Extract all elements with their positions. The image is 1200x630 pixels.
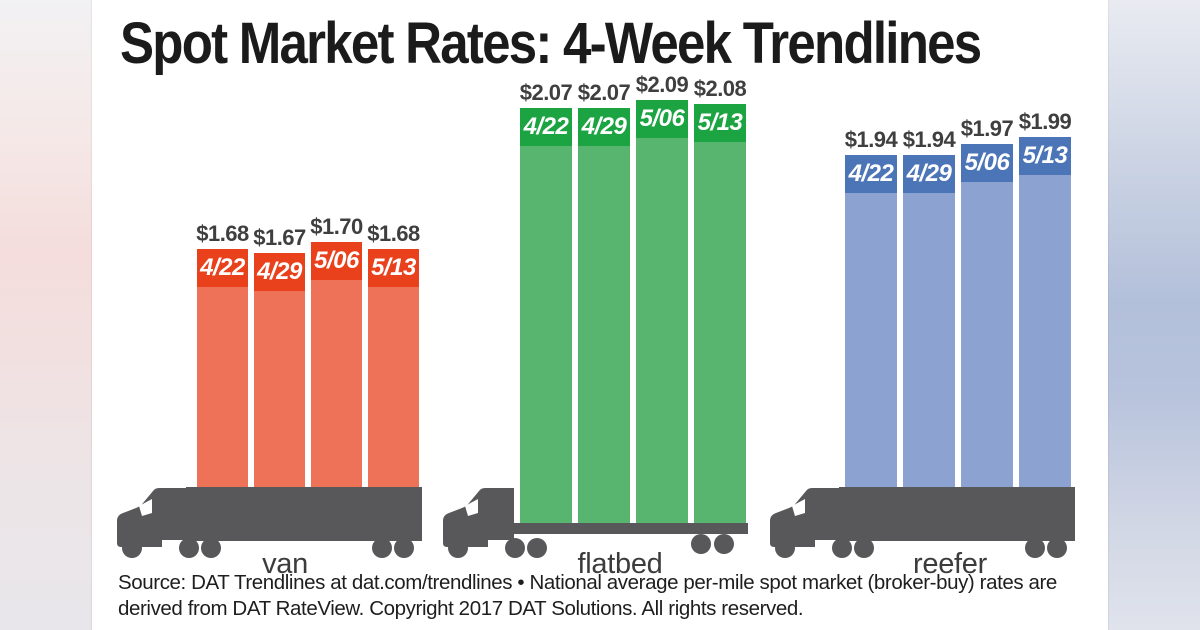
bar-reefer-4-29: 4/29	[903, 154, 955, 495]
bar-van-5-06: 5/06	[311, 241, 362, 495]
bar-value-label: $2.07	[577, 79, 631, 105]
bar-value-label: $1.97	[960, 115, 1014, 141]
category-label-reefer: reefer	[913, 548, 987, 580]
bar-date-label: 5/13	[697, 109, 743, 136]
chart-title: Spot Market Rates: 4-Week Trendlines	[120, 11, 982, 76]
bar-cap: 4/29	[254, 252, 305, 291]
source-line-1: Source: DAT Trendlines at dat.com/trendl…	[118, 571, 1057, 594]
bar-date-label: 4/22	[200, 253, 245, 281]
bar-date-label: 4/29	[581, 112, 627, 140]
bar-cap: 5/06	[961, 143, 1013, 182]
bar-date-label: 5/06	[964, 148, 1010, 176]
bar-cap: 5/06	[311, 241, 362, 280]
bar-value-label: $1.70	[310, 213, 363, 239]
bar-value-label: $1.68	[196, 220, 249, 246]
bar-date-label: 5/13	[1022, 141, 1068, 169]
bar-value-label: $1.99	[1018, 108, 1072, 134]
bar-cap: 4/29	[578, 107, 630, 146]
category-label-van: van	[262, 548, 308, 580]
category-label-flatbed: flatbed	[577, 548, 663, 580]
bar-value-label: $1.68	[367, 220, 420, 246]
bar-date-label: 4/29	[906, 159, 952, 187]
bar-date-label: 5/06	[639, 105, 685, 133]
bar-flatbed-5-13: 5/13	[694, 104, 746, 528]
source-line-2: derived from DAT RateView. Copyright 201…	[118, 597, 804, 620]
bar-flatbed-4-29: 4/29	[578, 107, 630, 528]
bar-date-label: 4/22	[848, 159, 894, 187]
truck-icon-van	[112, 485, 424, 565]
bar-cap: 5/06	[636, 100, 688, 139]
bar-date-label: 5/06	[314, 246, 359, 274]
left-gradient-band	[0, 0, 92, 630]
bar-value-label: $1.94	[902, 126, 956, 152]
bar-value-label: $1.67	[253, 224, 306, 250]
bar-date-label: 4/22	[523, 112, 569, 140]
bar-value-label: $2.07	[519, 79, 573, 105]
bar-reefer-4-22: 4/22	[845, 154, 897, 495]
bar-cap: 4/22	[197, 248, 248, 287]
truck-icon-reefer	[765, 485, 1077, 565]
bar-van-4-29: 4/29	[254, 252, 305, 495]
bar-cap: 4/22	[845, 154, 897, 193]
bar-cap: 5/13	[694, 104, 746, 142]
bar-cap: 4/29	[903, 154, 955, 193]
bar-van-4-22: 4/22	[197, 248, 248, 495]
bar-value-label: $2.09	[635, 72, 689, 98]
bar-date-label: 4/29	[257, 257, 302, 285]
bar-reefer-5-13: 5/13	[1019, 136, 1071, 495]
bar-value-label: $1.94	[844, 126, 898, 152]
bar-van-5-13: 5/13	[368, 248, 419, 495]
bar-value-label: $2.08	[693, 76, 747, 101]
bar-cap: 5/13	[1019, 136, 1071, 175]
bar-flatbed-5-06: 5/06	[636, 100, 688, 528]
bar-flatbed-4-22: 4/22	[520, 107, 572, 528]
truck-icon-flatbed	[438, 485, 750, 565]
source-attribution: Source: DAT Trendlines at dat.com/trendl…	[118, 570, 1108, 622]
bar-cap: 5/13	[368, 248, 419, 287]
bar-reefer-5-06: 5/06	[961, 143, 1013, 495]
bar-cap: 4/22	[520, 107, 572, 146]
bar-date-label: 5/13	[371, 253, 416, 281]
right-gradient-band	[1108, 0, 1200, 630]
